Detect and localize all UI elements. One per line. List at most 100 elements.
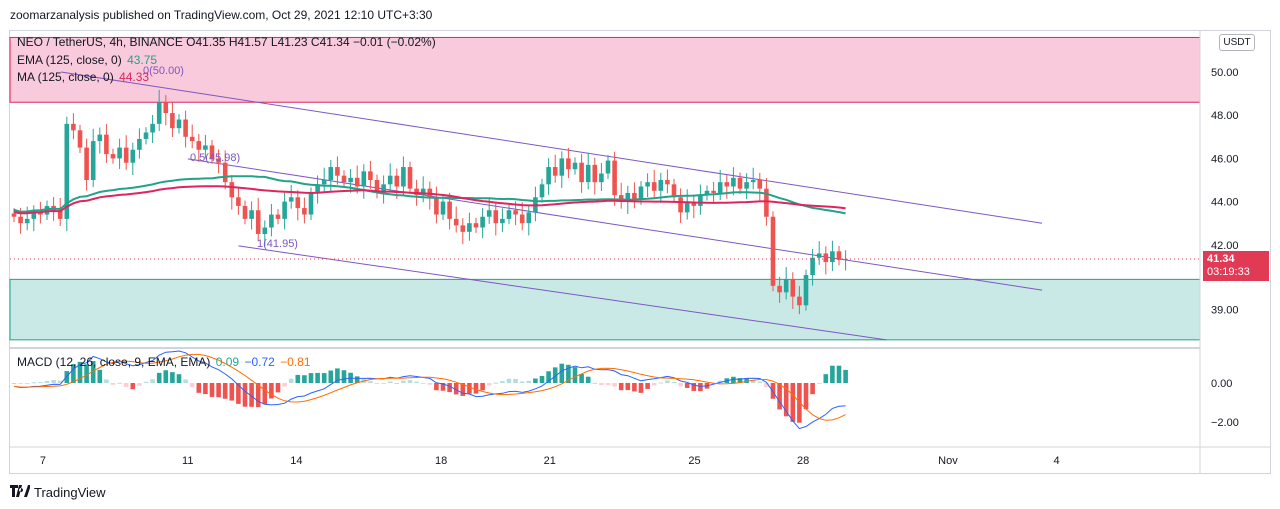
candle-body bbox=[684, 201, 690, 213]
macd-hist-bar bbox=[810, 383, 815, 395]
macd-hist-bar bbox=[823, 374, 829, 383]
candle-body bbox=[585, 164, 591, 183]
candle-body bbox=[579, 162, 584, 183]
macd-hist-bar bbox=[533, 378, 538, 383]
candle-body bbox=[599, 173, 604, 183]
macd-hist-bar bbox=[249, 383, 254, 407]
macd-hist-bar bbox=[242, 383, 248, 407]
price-tick-label: 44.00 bbox=[1211, 197, 1239, 209]
candle-body bbox=[308, 192, 314, 215]
macd-hist-bar bbox=[18, 383, 23, 384]
candle-body bbox=[777, 285, 782, 293]
candle-body bbox=[473, 223, 479, 228]
candle-body bbox=[717, 182, 723, 193]
macd-line-value: −0.72 bbox=[244, 355, 275, 369]
macd-hist-bar bbox=[143, 381, 149, 383]
brand-name: TradingView bbox=[34, 484, 106, 500]
macd-hist-bar bbox=[836, 365, 842, 383]
candle-body bbox=[420, 188, 426, 196]
macd-hist-value: 0.09 bbox=[215, 355, 240, 369]
candle-body bbox=[203, 145, 208, 150]
candle-body bbox=[302, 208, 307, 215]
fib-label-05: 0.5(45.98) bbox=[190, 152, 240, 164]
candle-body bbox=[90, 141, 96, 180]
macd-hist-bar bbox=[90, 361, 96, 383]
candle-body bbox=[137, 138, 142, 150]
macd-hist-bar bbox=[51, 380, 56, 383]
macd-hist-bar bbox=[110, 383, 116, 385]
ma-label[interactable]: MA (125, close, 0) bbox=[17, 70, 114, 84]
channel-lower-line bbox=[238, 245, 887, 341]
footer[interactable]: TradingView bbox=[10, 484, 106, 500]
macd-hist-bar bbox=[104, 379, 109, 383]
candle-body bbox=[552, 167, 558, 176]
candle-body bbox=[566, 158, 571, 170]
candle-body bbox=[130, 149, 136, 163]
macd-hist-bar bbox=[275, 383, 281, 393]
candle-body bbox=[374, 180, 380, 193]
candle-body bbox=[519, 214, 525, 224]
macd-hist-bar bbox=[599, 383, 604, 386]
candle-body bbox=[816, 253, 822, 258]
macd-tick-label: 0.00 bbox=[1211, 378, 1232, 390]
macd-hist-bar bbox=[282, 383, 287, 387]
macd-hist-bar bbox=[354, 376, 360, 383]
macd-hist-bar bbox=[651, 383, 657, 386]
candle-body bbox=[57, 210, 63, 219]
macd-hist-bar bbox=[236, 383, 241, 404]
candle-body bbox=[658, 180, 664, 191]
bar-countdown: 03:19:33 bbox=[1207, 266, 1250, 278]
candle-body bbox=[335, 167, 340, 176]
macd-hist-bar bbox=[757, 381, 763, 383]
macd-hist-bar bbox=[368, 381, 373, 383]
ema-label[interactable]: EMA (125, close, 0) bbox=[17, 53, 122, 67]
macd-hist-bar bbox=[797, 383, 802, 423]
macd-hist-bar bbox=[229, 383, 235, 401]
fib-label-1: 1(41.95) bbox=[257, 238, 298, 250]
time-tick-label: 25 bbox=[688, 455, 700, 467]
macd-hist-bar bbox=[717, 380, 723, 383]
chart-frame bbox=[9, 30, 1271, 474]
resistance-zone bbox=[9, 36, 1201, 103]
candle-body bbox=[843, 259, 848, 261]
candle-body bbox=[216, 158, 221, 163]
last-price-value: 41.34 bbox=[1207, 253, 1235, 265]
macd-hist-bar bbox=[288, 378, 294, 383]
candle-body bbox=[196, 141, 202, 150]
macd-label[interactable]: MACD (12, 26, close, 9, EMA, EMA) bbox=[17, 355, 211, 369]
macd-hist-bar bbox=[744, 378, 749, 383]
macd-hist-bar bbox=[493, 382, 499, 384]
currency-unit-badge[interactable]: USDT bbox=[1219, 34, 1255, 51]
macd-hist-bar bbox=[77, 361, 83, 383]
tradingview-logo-icon bbox=[10, 484, 31, 500]
candle-body bbox=[97, 134, 103, 142]
candle-body bbox=[797, 296, 802, 306]
macd-hist-bar bbox=[559, 363, 565, 383]
macd-hist-bar bbox=[632, 383, 637, 392]
candle-body bbox=[539, 184, 545, 198]
candle-body bbox=[810, 257, 815, 276]
candle-body bbox=[711, 190, 716, 193]
macd-hist-bar bbox=[189, 383, 195, 388]
candle-body bbox=[744, 182, 749, 189]
candle-body bbox=[750, 180, 756, 183]
candle-body bbox=[163, 102, 169, 114]
macd-hist-bar bbox=[731, 376, 736, 383]
candle-body bbox=[269, 214, 274, 228]
candle-body bbox=[770, 216, 776, 286]
ema-line bbox=[13, 175, 846, 215]
candle-body bbox=[394, 175, 400, 187]
symbol-legend: NEO / TetherUS, 4h, BINANCE O41.35 H41.5… bbox=[17, 35, 438, 49]
candle-body bbox=[836, 251, 842, 260]
candle-body bbox=[368, 171, 373, 180]
macd-hist-bar bbox=[44, 381, 50, 383]
macd-hist-bar bbox=[11, 383, 17, 384]
symbol-ohlc[interactable]: NEO / TetherUS, 4h, BINANCE O41.35 H41.5… bbox=[17, 35, 436, 49]
fib-label-0: 0(50.00) bbox=[143, 65, 184, 77]
candle-body bbox=[803, 275, 809, 306]
price-tick-label: 39.00 bbox=[1211, 305, 1239, 317]
macd-hist-bar bbox=[302, 375, 307, 383]
macd-hist-bar bbox=[196, 383, 202, 393]
channel-upper-line bbox=[60, 71, 1043, 224]
